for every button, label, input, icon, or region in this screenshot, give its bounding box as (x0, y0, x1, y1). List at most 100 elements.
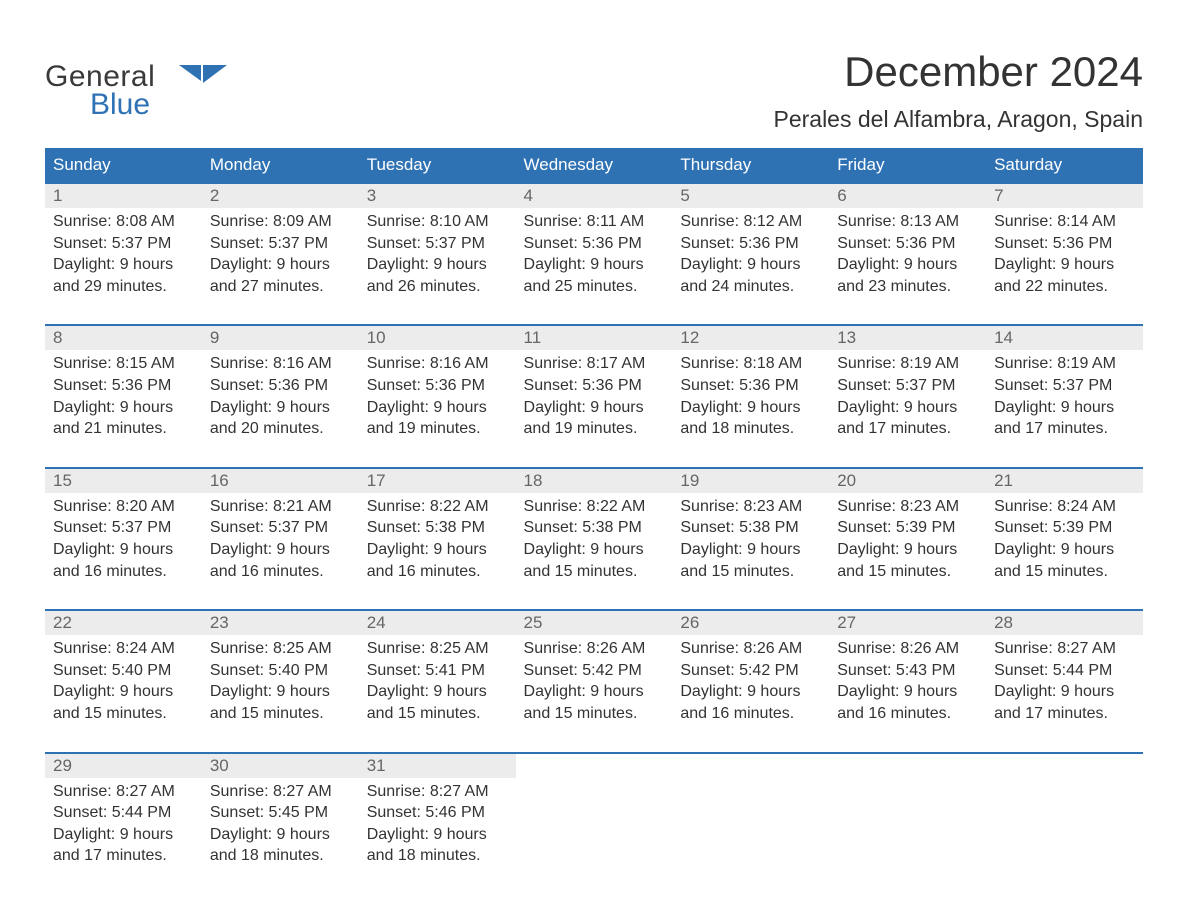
daylight1-text: Daylight: 9 hours (680, 539, 821, 561)
day-data-row: Sunrise: 8:24 AMSunset: 5:40 PMDaylight:… (45, 635, 1143, 730)
day-cell: Sunrise: 8:22 AMSunset: 5:38 PMDaylight:… (516, 493, 673, 588)
sunrise-text: Sunrise: 8:19 AM (994, 353, 1135, 375)
sunset-text: Sunset: 5:44 PM (994, 660, 1135, 682)
daylight1-text: Daylight: 9 hours (210, 824, 351, 846)
day-number: 21 (986, 468, 1143, 493)
daylight2-text: and 17 minutes. (994, 703, 1135, 725)
day-number: 6 (829, 183, 986, 208)
daylight2-text: and 15 minutes. (524, 561, 665, 583)
day-cell: Sunrise: 8:26 AMSunset: 5:42 PMDaylight:… (672, 635, 829, 730)
day-data-row: Sunrise: 8:20 AMSunset: 5:37 PMDaylight:… (45, 493, 1143, 588)
sunset-text: Sunset: 5:37 PM (53, 233, 194, 255)
daylight1-text: Daylight: 9 hours (53, 681, 194, 703)
day-cell: Sunrise: 8:11 AMSunset: 5:36 PMDaylight:… (516, 208, 673, 303)
sunrise-text: Sunrise: 8:27 AM (53, 781, 194, 803)
day-number: 5 (672, 183, 829, 208)
daylight1-text: Daylight: 9 hours (680, 254, 821, 276)
day-cell: Sunrise: 8:27 AMSunset: 5:44 PMDaylight:… (986, 635, 1143, 730)
sunrise-text: Sunrise: 8:16 AM (210, 353, 351, 375)
daylight1-text: Daylight: 9 hours (994, 254, 1135, 276)
day-data-row: Sunrise: 8:27 AMSunset: 5:44 PMDaylight:… (45, 778, 1143, 873)
sunset-text: Sunset: 5:37 PM (210, 233, 351, 255)
sunrise-text: Sunrise: 8:26 AM (837, 638, 978, 660)
day-number-row: 293031 (45, 753, 1143, 778)
day-number-row: 15161718192021 (45, 468, 1143, 493)
daylight1-text: Daylight: 9 hours (524, 254, 665, 276)
daylight2-text: and 18 minutes. (367, 845, 508, 867)
day-cell: Sunrise: 8:15 AMSunset: 5:36 PMDaylight:… (45, 350, 202, 445)
daylight1-text: Daylight: 9 hours (210, 254, 351, 276)
weekday-header: Friday (829, 148, 986, 183)
day-cell (986, 778, 1143, 873)
day-number: 12 (672, 325, 829, 350)
daylight2-text: and 27 minutes. (210, 276, 351, 298)
daylight2-text: and 17 minutes. (994, 418, 1135, 440)
daylight1-text: Daylight: 9 hours (994, 539, 1135, 561)
daylight2-text: and 15 minutes. (994, 561, 1135, 583)
sunset-text: Sunset: 5:44 PM (53, 802, 194, 824)
daylight2-text: and 20 minutes. (210, 418, 351, 440)
sunset-text: Sunset: 5:36 PM (994, 233, 1135, 255)
daylight1-text: Daylight: 9 hours (837, 539, 978, 561)
day-cell: Sunrise: 8:08 AMSunset: 5:37 PMDaylight:… (45, 208, 202, 303)
day-cell (829, 778, 986, 873)
day-number: 16 (202, 468, 359, 493)
day-number: 31 (359, 753, 516, 778)
spacer (45, 731, 1143, 753)
day-number: 10 (359, 325, 516, 350)
day-cell: Sunrise: 8:27 AMSunset: 5:46 PMDaylight:… (359, 778, 516, 873)
day-number: 13 (829, 325, 986, 350)
day-number: 25 (516, 610, 673, 635)
daylight1-text: Daylight: 9 hours (210, 397, 351, 419)
day-cell: Sunrise: 8:23 AMSunset: 5:38 PMDaylight:… (672, 493, 829, 588)
daylight1-text: Daylight: 9 hours (994, 681, 1135, 703)
day-number: 20 (829, 468, 986, 493)
daylight1-text: Daylight: 9 hours (53, 824, 194, 846)
daylight1-text: Daylight: 9 hours (524, 539, 665, 561)
spacer-row (45, 303, 1143, 325)
daylight2-text: and 15 minutes. (837, 561, 978, 583)
daylight2-text: and 26 minutes. (367, 276, 508, 298)
day-cell: Sunrise: 8:20 AMSunset: 5:37 PMDaylight:… (45, 493, 202, 588)
daylight2-text: and 18 minutes. (210, 845, 351, 867)
flag-icon (179, 65, 227, 89)
sunset-text: Sunset: 5:36 PM (680, 375, 821, 397)
sunset-text: Sunset: 5:41 PM (367, 660, 508, 682)
day-number: 27 (829, 610, 986, 635)
daylight2-text: and 16 minutes. (367, 561, 508, 583)
sunset-text: Sunset: 5:37 PM (837, 375, 978, 397)
day-cell: Sunrise: 8:13 AMSunset: 5:36 PMDaylight:… (829, 208, 986, 303)
day-cell: Sunrise: 8:16 AMSunset: 5:36 PMDaylight:… (359, 350, 516, 445)
daylight2-text: and 19 minutes. (367, 418, 508, 440)
day-number (829, 753, 986, 778)
day-number: 15 (45, 468, 202, 493)
sunset-text: Sunset: 5:36 PM (524, 375, 665, 397)
day-cell: Sunrise: 8:22 AMSunset: 5:38 PMDaylight:… (359, 493, 516, 588)
daylight1-text: Daylight: 9 hours (367, 397, 508, 419)
sunset-text: Sunset: 5:38 PM (680, 517, 821, 539)
day-cell: Sunrise: 8:25 AMSunset: 5:41 PMDaylight:… (359, 635, 516, 730)
weekday-header-row: SundayMondayTuesdayWednesdayThursdayFrid… (45, 148, 1143, 183)
title-block: December 2024 Perales del Alfambra, Arag… (773, 48, 1143, 133)
sunset-text: Sunset: 5:36 PM (680, 233, 821, 255)
sunrise-text: Sunrise: 8:27 AM (994, 638, 1135, 660)
daylight2-text: and 21 minutes. (53, 418, 194, 440)
daylight2-text: and 15 minutes. (53, 703, 194, 725)
daylight1-text: Daylight: 9 hours (53, 539, 194, 561)
daylight1-text: Daylight: 9 hours (994, 397, 1135, 419)
sunrise-text: Sunrise: 8:12 AM (680, 211, 821, 233)
day-number-row: 891011121314 (45, 325, 1143, 350)
sunrise-text: Sunrise: 8:25 AM (367, 638, 508, 660)
daylight2-text: and 15 minutes. (367, 703, 508, 725)
day-number: 19 (672, 468, 829, 493)
daylight1-text: Daylight: 9 hours (680, 397, 821, 419)
sunrise-text: Sunrise: 8:13 AM (837, 211, 978, 233)
sunset-text: Sunset: 5:40 PM (53, 660, 194, 682)
weekday-header: Wednesday (516, 148, 673, 183)
sunset-text: Sunset: 5:37 PM (994, 375, 1135, 397)
day-number: 18 (516, 468, 673, 493)
day-data-row: Sunrise: 8:15 AMSunset: 5:36 PMDaylight:… (45, 350, 1143, 445)
sunset-text: Sunset: 5:36 PM (837, 233, 978, 255)
sunrise-text: Sunrise: 8:27 AM (210, 781, 351, 803)
daylight1-text: Daylight: 9 hours (367, 824, 508, 846)
